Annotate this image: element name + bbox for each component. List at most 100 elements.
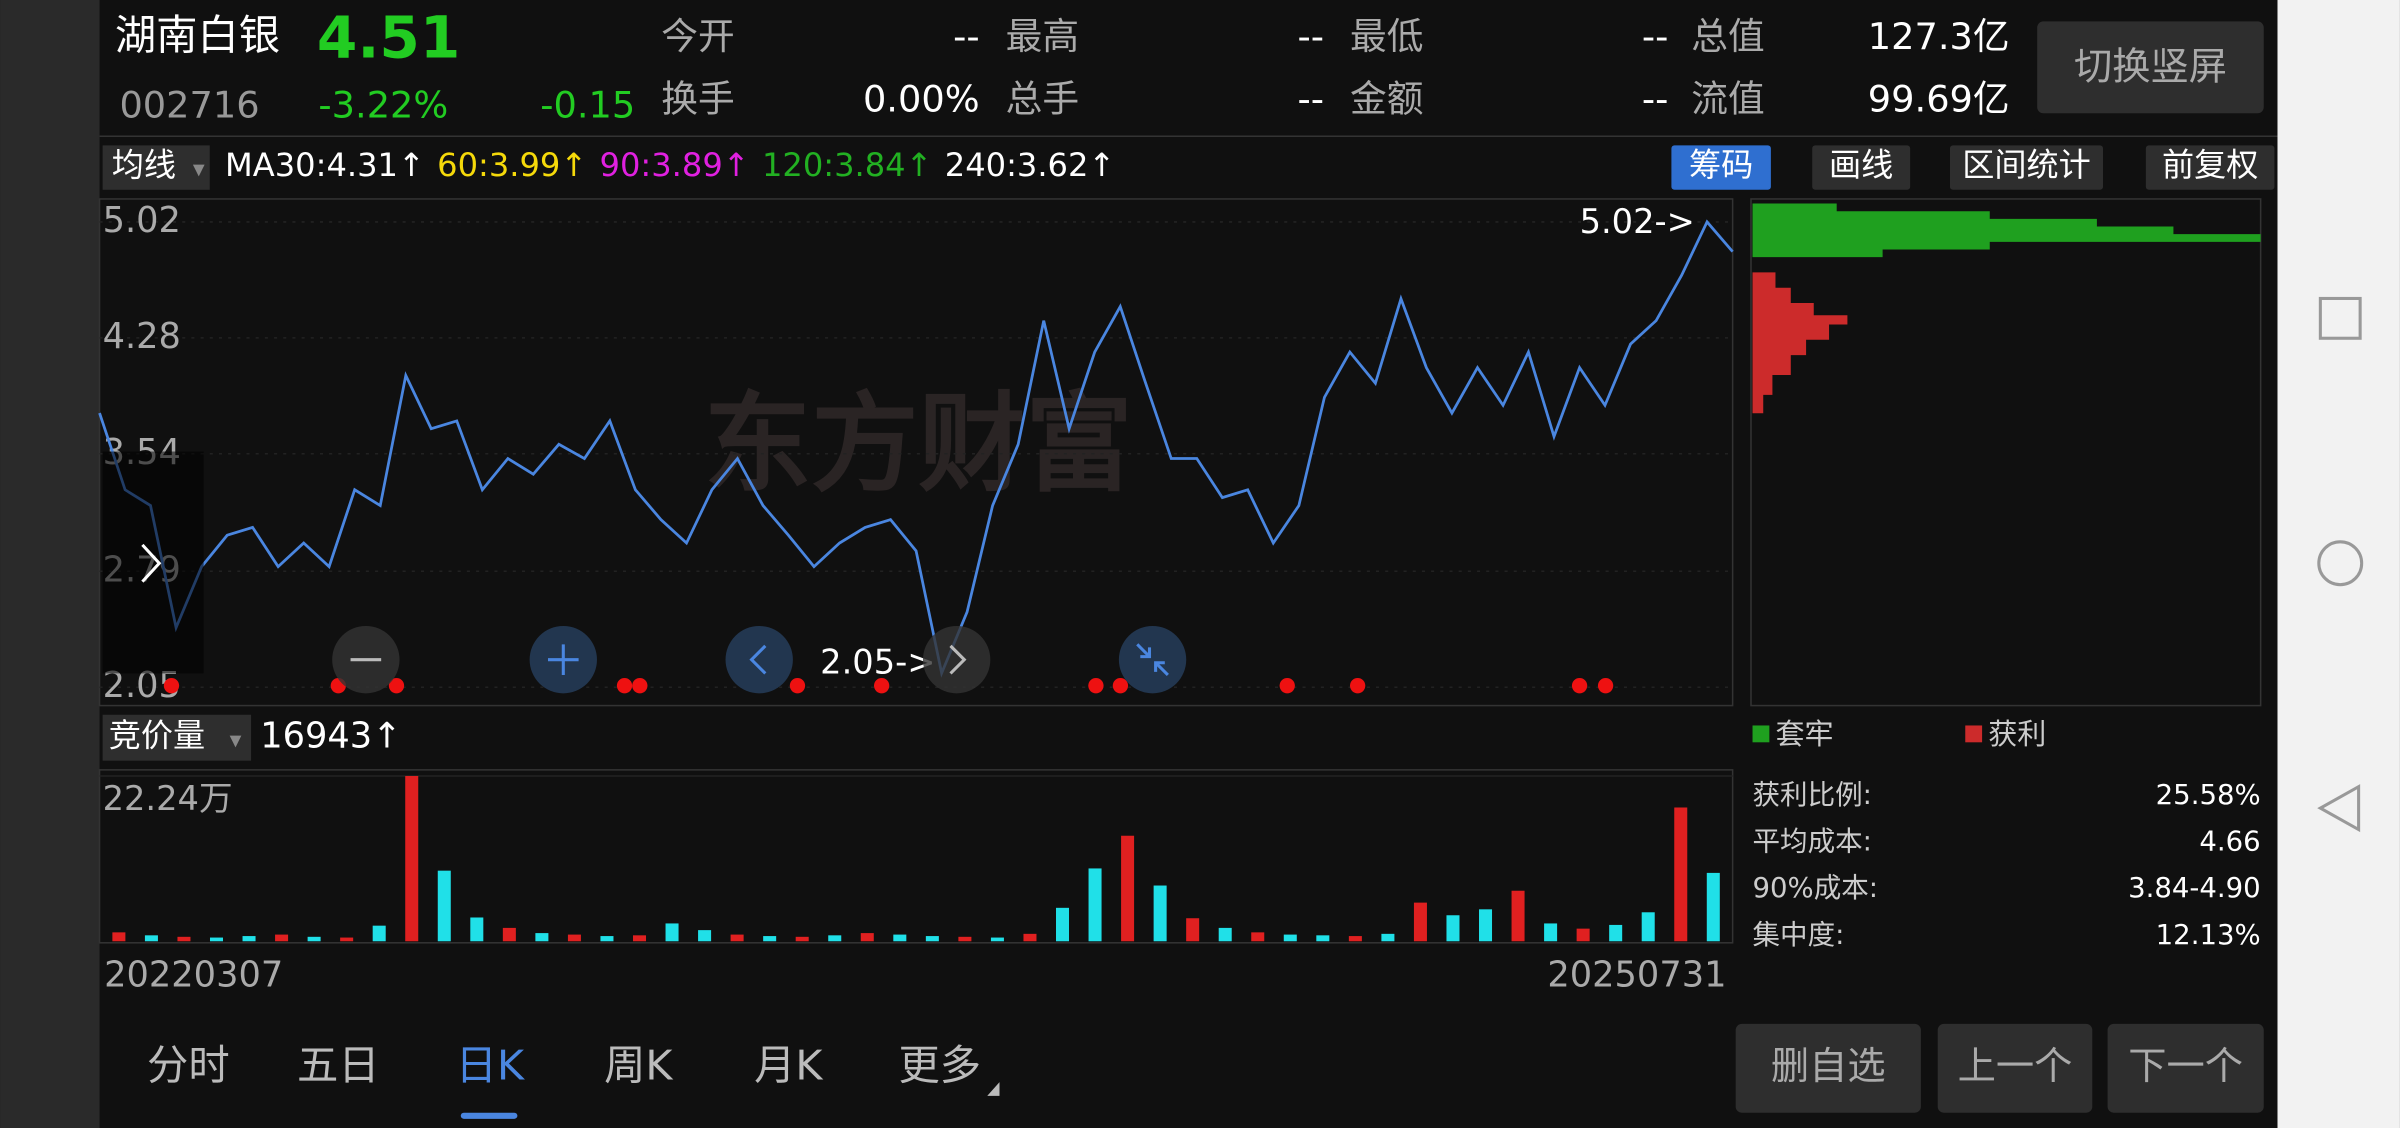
quote-value: -- [1297, 15, 1324, 58]
volume-bar [535, 933, 549, 942]
vol-selector-box[interactable] [102, 714, 252, 761]
ma-selector[interactable]: 均线 [112, 146, 176, 184]
tool-label[interactable]: 画线 [1829, 146, 1893, 184]
volume-bar [1218, 927, 1232, 942]
volume-bar [698, 930, 712, 942]
tool-button[interactable] [2145, 145, 2275, 190]
volume-bar [567, 934, 581, 942]
volume-bar [1641, 912, 1655, 942]
vol-selector[interactable]: 竞价量 [109, 717, 205, 755]
volume-bar [1121, 835, 1135, 942]
scroll-right[interactable] [922, 625, 991, 694]
pct: -3.22% [318, 84, 448, 127]
tool-label[interactable]: 筹码 [1689, 146, 1753, 184]
stat-label: 获利比例: [1753, 779, 1872, 811]
switch-button[interactable] [2037, 21, 2264, 114]
volume-bar [1576, 928, 1590, 942]
period-tabs: 分时 五日 日K 周K 月K 更多 [147, 1041, 1000, 1119]
quote-label: 今开 [661, 15, 734, 58]
stat-label: 集中度: [1753, 919, 1845, 951]
volume-bar [177, 936, 191, 942]
volume-bar [1446, 915, 1460, 942]
action-label[interactable]: 删自选 [1771, 1044, 1886, 1089]
period-tab[interactable]: 分时 [147, 1041, 230, 1089]
volume-bar [860, 933, 874, 942]
switch-label[interactable]: 切换竖屏 [2074, 44, 2227, 89]
legend-swatch [1965, 725, 1983, 743]
nav-back[interactable] [2317, 784, 2361, 833]
volume-bar [1056, 907, 1070, 942]
quote-value: -- [1642, 78, 1669, 121]
volume-bar [1609, 924, 1623, 942]
tool-button[interactable] [1671, 145, 1771, 190]
start-date: 20220307 [104, 954, 283, 995]
stat-value: 25.58% [2156, 779, 2261, 811]
legend-swatch [1752, 725, 1770, 743]
volume-bar [1251, 932, 1265, 942]
quote-label: 换手 [661, 78, 734, 121]
action-button[interactable] [1735, 1023, 1921, 1113]
chips-frame [1750, 198, 2262, 707]
quote-label: 总值 [1691, 15, 1764, 58]
volume-bar [1413, 902, 1427, 942]
volume-bar [1511, 890, 1525, 942]
volume-bar [990, 937, 1004, 942]
volume-bar [795, 936, 809, 942]
y-tick-label: 5.02 [103, 200, 181, 241]
side-panel-toggle[interactable] [102, 451, 204, 674]
ma-value: 120:3.84↑ [762, 146, 933, 184]
ma-value: 60:3.99↑ [437, 146, 587, 184]
action-label[interactable]: 下一个 [2128, 1044, 2243, 1089]
quote-value: -- [1642, 15, 1669, 58]
volume-bar [307, 936, 321, 942]
volume-bar [1348, 936, 1362, 942]
quote-label: 最高 [1006, 15, 1079, 58]
tool-label[interactable]: 前复权 [2162, 146, 2258, 184]
ma-selector-box[interactable] [102, 145, 210, 190]
period-tab[interactable]: 五日 [297, 1041, 380, 1089]
max-annotation: 5.02-> [1580, 202, 1695, 241]
volume-bar [958, 936, 972, 942]
volume-bar [275, 934, 289, 942]
left-strip [0, 0, 100, 1128]
action-label[interactable]: 上一个 [1958, 1044, 2073, 1089]
nav-home[interactable] [2317, 540, 2364, 587]
stock-name: 湖南白银 [115, 11, 280, 59]
volume-bar [1088, 868, 1102, 942]
action-button[interactable] [2107, 1023, 2264, 1113]
volume-bar [405, 775, 419, 942]
change: -0.15 [540, 84, 635, 127]
tool-button[interactable] [1812, 145, 1911, 190]
ma-value: 90:3.89↑ [600, 146, 750, 184]
dropdown-arrow: ▼ [193, 160, 205, 178]
dropdown-arrow: ▼ [230, 731, 242, 749]
action-button[interactable] [1937, 1023, 2093, 1113]
volume-bar [763, 936, 777, 942]
period-tab[interactable]: 周K [604, 1041, 673, 1089]
quote-label: 金额 [1350, 78, 1423, 121]
stat-value: 12.13% [2156, 919, 2261, 951]
chips-trapped [1752, 203, 2261, 258]
volume-bar [1479, 909, 1493, 942]
tool-button[interactable] [1949, 145, 2104, 190]
reset-zoom[interactable] [1118, 625, 1187, 694]
volume-bar [1023, 933, 1037, 942]
y-tick-label: 22.24万 [103, 779, 233, 818]
tool-label[interactable]: 区间统计 [1962, 146, 2091, 184]
volume-bar [209, 937, 224, 942]
volume-bar [1544, 923, 1558, 942]
period-tab[interactable]: 月K [754, 1041, 823, 1089]
price-line [98, 219, 1734, 678]
stat-value: 4.66 [2199, 826, 2260, 858]
period-tab[interactable]: 更多 [898, 1041, 981, 1089]
signal-dots [163, 678, 1614, 694]
scroll-left[interactable] [725, 625, 793, 694]
legend-label: 套牢 [1775, 717, 1833, 751]
quote-label: 最低 [1350, 15, 1423, 58]
period-tab[interactable]: 日K [456, 1041, 525, 1089]
nav-recent[interactable] [2318, 296, 2362, 340]
vol-last: 16943↑ [260, 716, 401, 757]
quote-value: 127.3亿 [1868, 15, 2010, 58]
